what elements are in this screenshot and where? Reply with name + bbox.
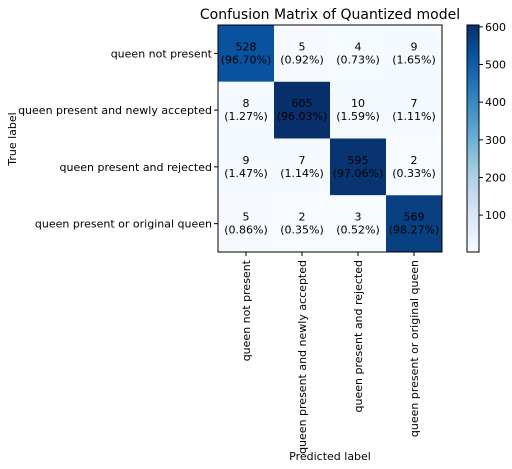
cell-count-label: 10 — [351, 97, 365, 110]
cell-count-label: 595 — [348, 154, 369, 167]
heatmap-cell — [330, 195, 386, 252]
cell-percent-label: (0.35%) — [280, 224, 324, 237]
colorbar-tick-label: 600 — [485, 21, 506, 34]
cell-count-label: 7 — [411, 97, 418, 110]
heatmap-cell — [386, 195, 442, 252]
heatmap-cell — [386, 138, 442, 196]
heatmap-cell — [274, 195, 330, 252]
colorbar-ticks: 100 200 300 400 500 600 — [479, 21, 506, 222]
heatmap-frame — [217, 24, 443, 253]
colorbar-tick-label: 300 — [485, 134, 506, 147]
cell-percent-label: (0.86%) — [224, 224, 268, 237]
cell-count-label: 7 — [299, 154, 306, 167]
x-tick-label: queen present and rejected — [352, 260, 365, 412]
cell-percent-label: (1.27%) — [224, 110, 268, 123]
heatmap-cell — [386, 25, 442, 82]
cell-percent-label: (0.92%) — [280, 53, 324, 66]
cell-count-label: 9 — [243, 154, 250, 167]
cell-percent-label: (1.59%) — [336, 110, 380, 123]
heatmap-cell — [330, 25, 386, 82]
cell-percent-label: (97.06%) — [333, 167, 384, 180]
cell-count-label: 2 — [299, 211, 306, 224]
heatmap-cell — [274, 138, 330, 196]
cell-percent-label: (1.11%) — [392, 110, 436, 123]
cell-count-label: 9 — [411, 40, 418, 53]
cell-count-label: 569 — [404, 211, 425, 224]
cell-percent-label: (96.03%) — [277, 110, 328, 123]
cell-percent-label: (96.70%) — [221, 53, 272, 66]
cell-count-label: 2 — [411, 154, 418, 167]
cell-count-label: 605 — [292, 97, 313, 110]
heatmap-cell — [386, 81, 442, 139]
colorbar-tick-label: 100 — [485, 209, 506, 222]
colorbar-tick-label: 500 — [485, 59, 506, 72]
cell-count-label: 3 — [355, 211, 362, 224]
cell-percent-label: (0.73%) — [336, 53, 380, 66]
colorbar-tick-label: 200 — [485, 171, 506, 184]
heatmap-cell — [330, 81, 386, 139]
cell-count-label: 528 — [236, 40, 257, 53]
cell-count-label: 4 — [355, 40, 362, 53]
cell-percent-label: (0.52%) — [336, 224, 380, 237]
heatmap-cell — [218, 25, 274, 82]
heatmap-cell — [218, 195, 274, 252]
y-tick-label: queen not present — [111, 47, 213, 60]
heatmap-cell — [274, 81, 330, 139]
colorbar-tick-label: 400 — [485, 96, 506, 109]
x-tick-label: queen present or original queen — [408, 260, 421, 437]
heatmap-cell — [218, 81, 274, 139]
x-tick-label: queen present and newly accepted — [296, 260, 309, 454]
cell-count-label: 5 — [243, 211, 250, 224]
x-tick-label: queen not present — [240, 259, 253, 361]
heatmap-cells: 528(96.70%)5(0.92%)4(0.73%)9(1.65%)8(1.2… — [218, 25, 442, 252]
cell-percent-label: (98.27%) — [389, 224, 440, 237]
y-tick-label: queen present or original queen — [35, 218, 212, 231]
x-tick-labels: queen not present queen present and newly… — [240, 252, 421, 454]
cell-percent-label: (0.33%) — [392, 167, 436, 180]
y-axis-label: True label — [6, 112, 19, 166]
y-tick-label: queen present and newly accepted — [18, 104, 212, 117]
heatmap-cell — [274, 25, 330, 82]
y-tick-labels: queen not present queen present and newly… — [18, 47, 218, 231]
x-axis-label: Predicted label — [289, 450, 371, 463]
cell-percent-label: (1.47%) — [224, 167, 268, 180]
chart-title: Confusion Matrix of Quantized model — [200, 7, 460, 23]
heatmap-cell — [330, 138, 386, 196]
heatmap-cell — [218, 138, 274, 196]
colorbar — [466, 24, 480, 253]
cell-count-label: 8 — [243, 97, 250, 110]
y-tick-label: queen present and rejected — [60, 161, 212, 174]
cell-percent-label: (1.65%) — [392, 53, 436, 66]
cell-percent-label: (1.14%) — [280, 167, 324, 180]
cell-count-label: 5 — [299, 40, 306, 53]
